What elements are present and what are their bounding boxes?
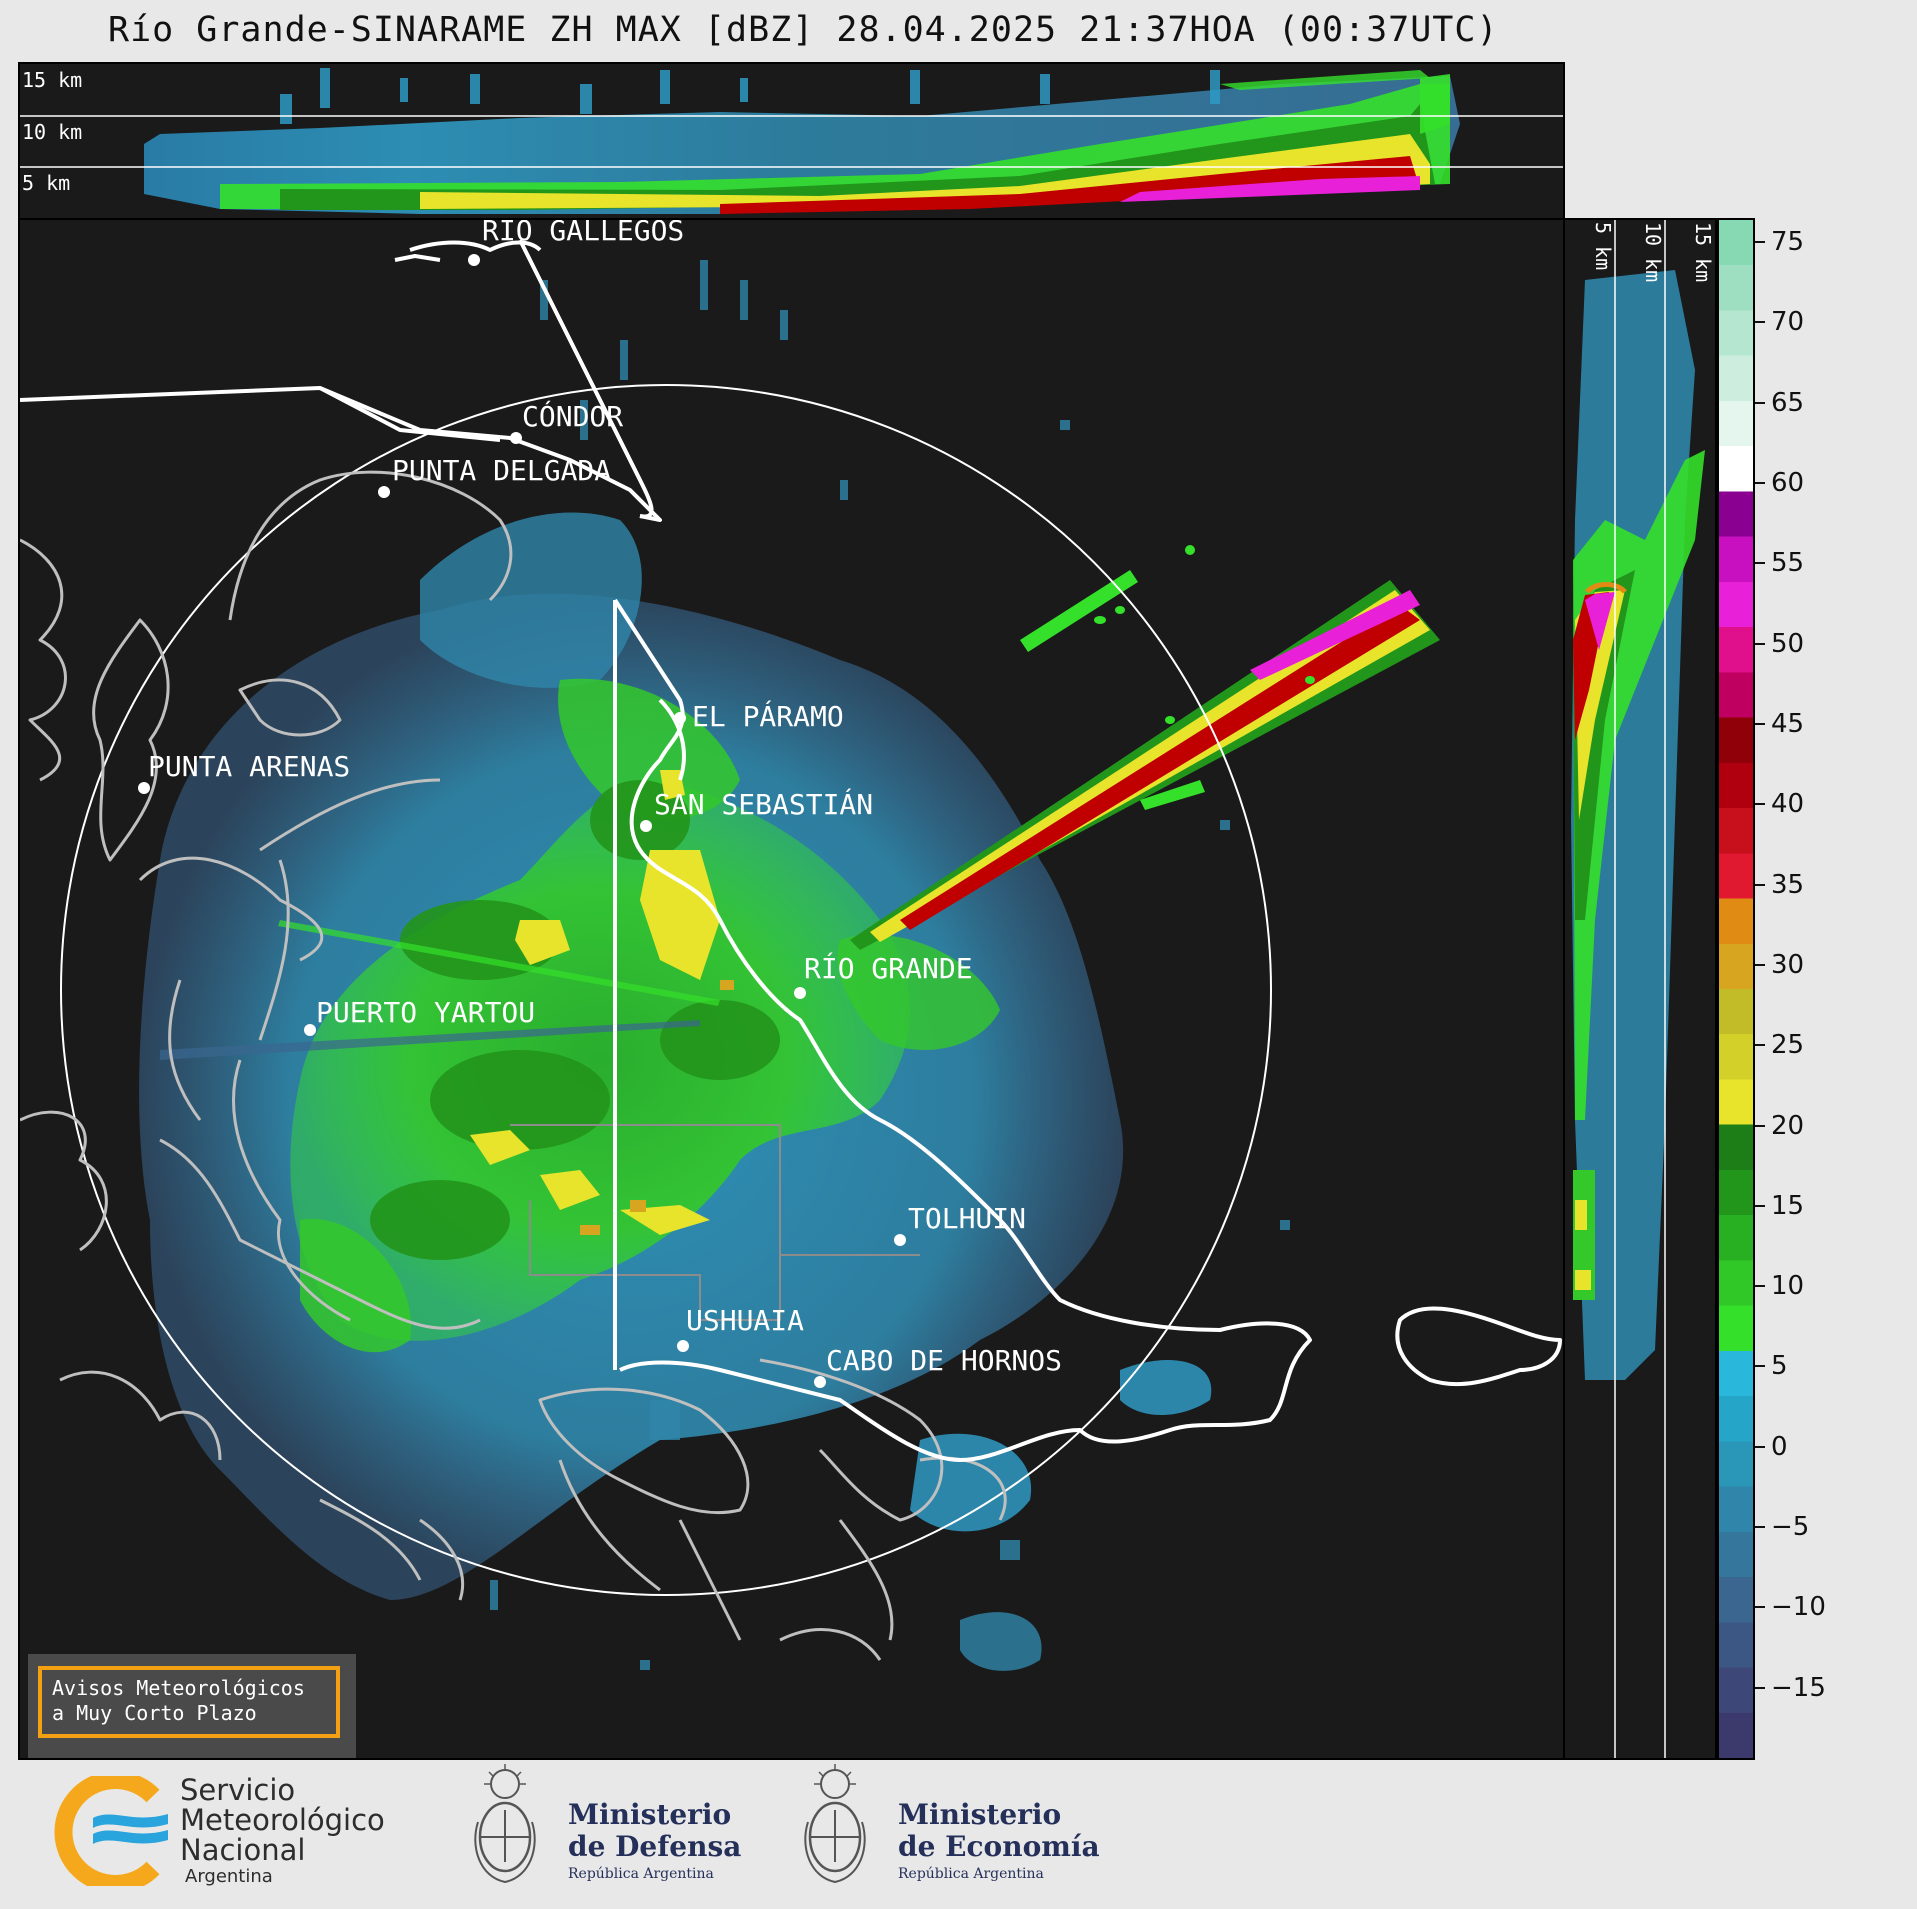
city-label-el-paramo: EL PÁRAMO — [692, 700, 844, 733]
side-altitude-label-10km: 10 km — [1641, 222, 1665, 283]
colorbar-tick-mark — [1755, 642, 1765, 645]
side-altitude-label-15km: 15 km — [1691, 222, 1715, 283]
colorbar-tick-mark — [1755, 1445, 1765, 1448]
argentina-coat-of-arms-icon — [474, 1764, 536, 1884]
colorbar-tick-label: −10 — [1771, 1592, 1826, 1623]
colorbar-tick-label: 25 — [1771, 1030, 1805, 1061]
map-title: Río Grande-SINARAME ZH MAX [dBZ] 28.04.2… — [108, 10, 1499, 50]
colorbar-tick-label: −15 — [1771, 1672, 1826, 1703]
reflectivity-colorbar — [1717, 218, 1755, 1760]
city-label-cabo-de-hornos: CABO DE HORNOS — [826, 1344, 1063, 1377]
colorbar-tick-mark — [1755, 1204, 1765, 1207]
colorbar-tick-mark — [1755, 401, 1765, 404]
colorbar-tick-label: 10 — [1771, 1271, 1805, 1302]
top-cross-section-panel: 15 km 10 km 5 km — [18, 62, 1565, 220]
colorbar-tick-mark — [1755, 963, 1765, 966]
colorbar-tick-mark — [1755, 883, 1765, 886]
colorbar-tick-label: 45 — [1771, 708, 1805, 739]
colorbar-tick-label: 60 — [1771, 468, 1805, 499]
side-cross-section-panel: 5 km 10 km 15 km — [1563, 218, 1717, 1760]
economia-logo-line-2: de Economía — [898, 1830, 1100, 1863]
colorbar-tick-mark — [1755, 1124, 1765, 1127]
city-label-san-sebastian: SAN SEBASTIÁN — [654, 788, 874, 821]
colorbar-tick-label: 0 — [1771, 1431, 1788, 1462]
city-label-puerto-yartou: PUERTO YARTOU — [316, 996, 536, 1029]
city-label-punta-arenas: PUNTA ARENAS — [148, 750, 351, 783]
defensa-logo-line-1: Ministerio — [568, 1798, 732, 1831]
colorbar-tick-mark — [1755, 1365, 1765, 1368]
colorbar-tick-label: 65 — [1771, 387, 1805, 418]
city-label-rio-grande: RÍO GRANDE — [804, 952, 973, 985]
city-label-punta-delgada: PUNTA DELGADA — [392, 454, 612, 487]
colorbar-tick-mark — [1755, 1285, 1765, 1288]
smn-logo-line-3: Nacional — [180, 1833, 306, 1867]
smn-logo-icon — [54, 1776, 168, 1886]
alert-box-frame[interactable]: Avisos Meteorológicos a Muy Corto Plazo — [38, 1666, 340, 1738]
colorbar-tick-label: 55 — [1771, 548, 1805, 579]
smn-logo-line-4: Argentina — [185, 1866, 273, 1887]
colorbar-tick-mark — [1755, 1526, 1765, 1529]
colorbar-tick-label: 20 — [1771, 1110, 1805, 1141]
colorbar-tick-label: 15 — [1771, 1190, 1805, 1221]
economia-logo-line-1: Ministerio — [898, 1798, 1062, 1831]
top-cross-section-plot — [20, 68, 1563, 214]
colorbar-tick-mark — [1755, 321, 1765, 324]
top-altitude-label-10km: 10 km — [22, 120, 83, 144]
smn-logo-line-1: Servicio — [180, 1773, 296, 1807]
colorbar-tick-label: 35 — [1771, 869, 1805, 900]
smn-logo-line-2: Meteorológico — [180, 1803, 385, 1837]
colorbar-tick-mark — [1755, 803, 1765, 806]
defensa-logo-line-2: de Defensa — [568, 1830, 742, 1863]
colorbar-tick-label: −5 — [1771, 1512, 1810, 1543]
economia-logo-line-3: República Argentina — [898, 1866, 1044, 1882]
top-altitude-label-15km: 15 km — [22, 68, 83, 92]
radar-map-panel: RÍO GALLEGOS CÓNDOR PUNTA DELGADA EL PÁR… — [18, 218, 1565, 1760]
colorbar-tick-label: 40 — [1771, 789, 1805, 820]
radar-map — [20, 239, 1562, 1671]
colorbar-tick-label: 30 — [1771, 949, 1805, 980]
colorbar-tick-mark — [1755, 241, 1765, 244]
city-label-condor: CÓNDOR — [522, 400, 624, 433]
colorbar-tick-mark — [1755, 562, 1765, 565]
colorbar-tick-mark — [1755, 482, 1765, 485]
side-altitude-label-5km: 5 km — [1591, 222, 1615, 271]
colorbar-tick-mark — [1755, 1686, 1765, 1689]
city-label-tolhuin: TOLHUIN — [908, 1202, 1027, 1235]
alert-box-line-1: Avisos Meteorológicos — [52, 1676, 305, 1700]
colorbar-tick-label: 75 — [1771, 227, 1805, 258]
city-label-ushuaia: USHUAIA — [686, 1304, 805, 1337]
colorbar-tick-label: 50 — [1771, 628, 1805, 659]
colorbar-tick-label: 70 — [1771, 307, 1805, 338]
defensa-logo-line-3: República Argentina — [568, 1866, 714, 1882]
colorbar-tick-label: 5 — [1771, 1351, 1788, 1382]
colorbar-tick-mark — [1755, 1044, 1765, 1047]
top-altitude-label-5km: 5 km — [22, 171, 71, 195]
alert-box-line-2: a Muy Corto Plazo — [52, 1701, 257, 1725]
colorbar-tick-mark — [1755, 1606, 1765, 1609]
city-label-rio-gallegos: RÍO GALLEGOS — [482, 218, 685, 247]
alert-box[interactable]: Avisos Meteorológicos a Muy Corto Plazo — [28, 1654, 356, 1758]
argentina-coat-of-arms-icon — [804, 1764, 866, 1884]
colorbar-tick-mark — [1755, 722, 1765, 725]
side-cross-section-plot — [1571, 220, 1705, 1758]
